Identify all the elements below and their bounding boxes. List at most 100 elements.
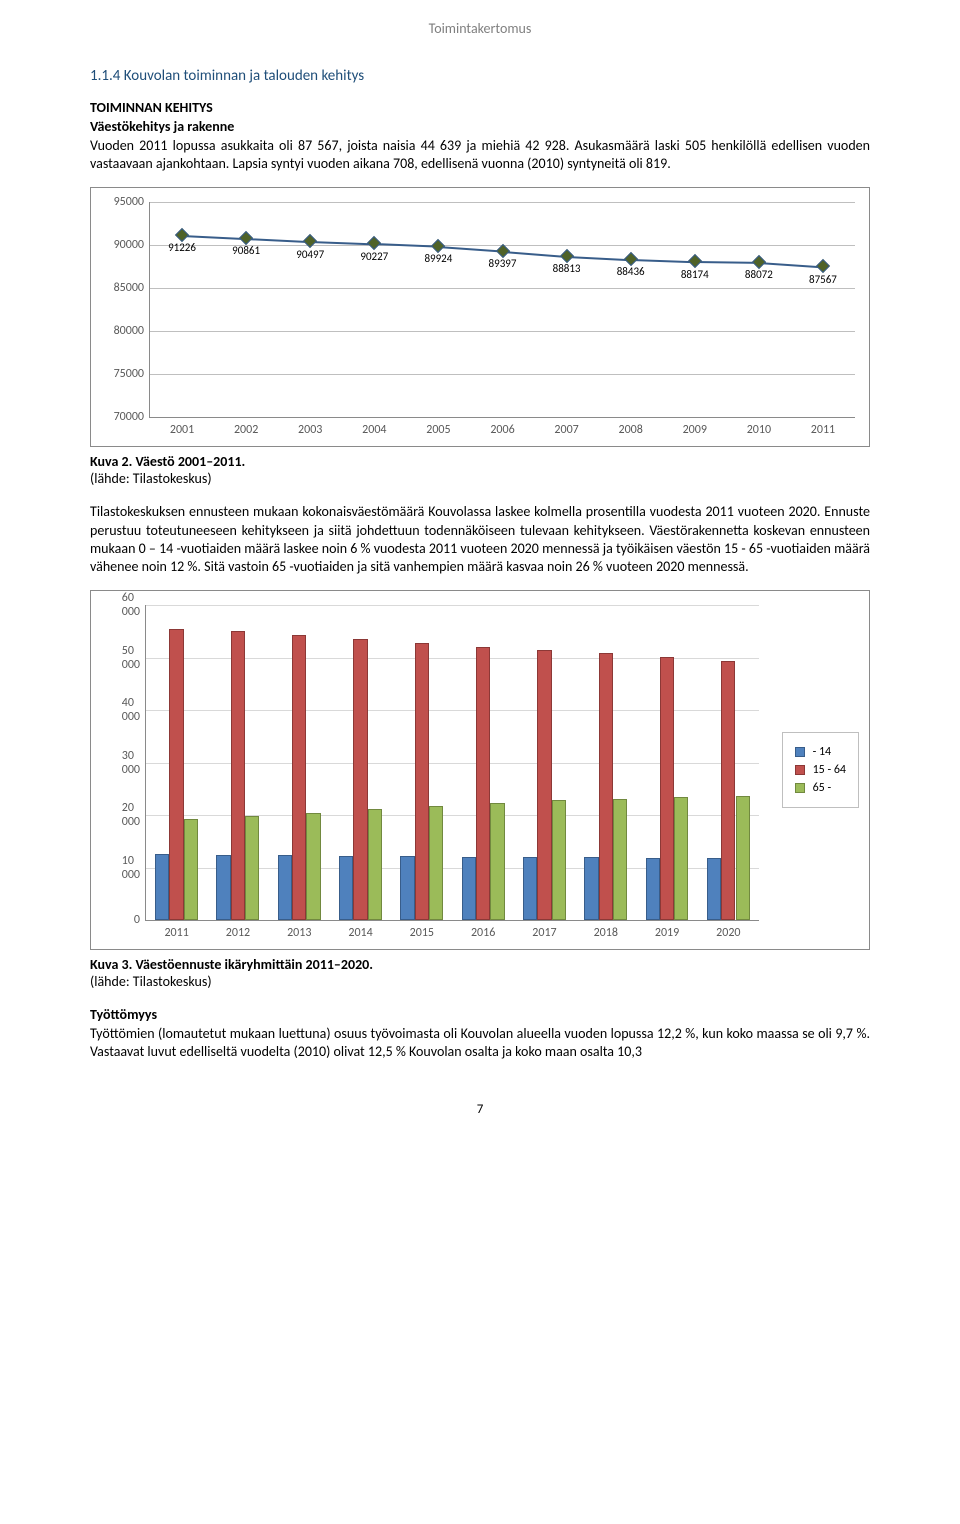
chart2-xtick-label: 2018	[594, 920, 618, 940]
chart2-xtick-label: 2016	[471, 920, 495, 940]
chart2-xtick-label: 2012	[226, 920, 250, 940]
chart1-data-label: 90227	[360, 250, 388, 263]
chart1-xtick-label: 2009	[683, 417, 707, 437]
chart1-data-marker	[688, 254, 702, 268]
chart2-bar	[306, 813, 320, 920]
chart1-xtick-label: 2010	[747, 417, 771, 437]
subheading-tyottomyys: Työttömyys	[90, 1006, 870, 1023]
paragraph-3: Työttömien (lomautetut mukaan luettuna) …	[90, 1025, 870, 1061]
chart-population-forecast-bar: 010 00020 00030 00040 00050 00060 000201…	[90, 590, 870, 950]
chart1-xtick-label: 2005	[426, 417, 450, 437]
chart1-ytick-label: 70000	[114, 410, 150, 424]
chart2-bar	[231, 631, 245, 920]
chart2-bar	[169, 629, 183, 920]
legend-item: 15 - 64	[795, 763, 846, 777]
chart2-bar	[490, 803, 504, 920]
chart2-bar	[339, 856, 353, 921]
chart2-ytick-label: 30 000	[122, 749, 146, 777]
chart2-bar	[216, 855, 230, 921]
chart1-xtick-label: 2008	[619, 417, 643, 437]
chart2-bar	[707, 858, 721, 920]
chart1-data-marker	[431, 239, 445, 253]
chart-population-line: 7000075000800008500090000950002001200220…	[90, 187, 870, 447]
chart2-xtick-label: 2017	[532, 920, 556, 940]
source-kuva2: (lähde: Tilastokeskus)	[90, 470, 870, 487]
source-kuva3: (lähde: Tilastokeskus)	[90, 973, 870, 990]
chart1-data-label: 88813	[553, 262, 581, 275]
chart2-bar	[552, 800, 566, 920]
paragraph-1: Vuoden 2011 lopussa asukkaita oli 87 567…	[90, 137, 870, 173]
legend-item: - 14	[795, 745, 846, 759]
chart2-bar	[155, 854, 169, 920]
chart1-data-label: 91226	[168, 241, 196, 254]
chart2-bar	[400, 856, 414, 920]
chart1-data-label: 87567	[809, 273, 837, 286]
chart2-ytick-label: 50 000	[122, 644, 146, 672]
chart2-bar	[736, 796, 750, 920]
chart2-bar	[660, 657, 674, 921]
caption-kuva3: Kuva 3. Väestöennuste ikäryhmittäin 2011…	[90, 956, 870, 973]
legend-swatch	[795, 747, 805, 757]
chart2-bar	[613, 799, 627, 920]
heading-toiminnan-kehitys: TOIMINNAN KEHITYS	[90, 99, 870, 116]
legend-swatch	[795, 783, 805, 793]
paragraph-2: Tilastokeskuksen ennusteen mukaan kokona…	[90, 503, 870, 576]
chart1-xtick-label: 2001	[170, 417, 194, 437]
chart1-data-marker	[816, 259, 830, 273]
chart1-data-label: 88072	[745, 268, 773, 281]
chart2-bar	[674, 797, 688, 920]
chart2-xtick-label: 2011	[164, 920, 188, 940]
chart1-data-marker	[367, 236, 381, 250]
legend-item: 65 -	[795, 781, 846, 795]
caption-kuva2: Kuva 2. Väestö 2001–2011.	[90, 453, 870, 470]
page-number: 7	[90, 1102, 870, 1117]
chart1-xtick-label: 2004	[362, 417, 386, 437]
chart1-data-marker	[175, 228, 189, 242]
chart1-data-label: 88436	[617, 265, 645, 278]
chart2-xtick-label: 2015	[410, 920, 434, 940]
chart2-xtick-label: 2019	[655, 920, 679, 940]
chart2-xtick-label: 2020	[716, 920, 740, 940]
chart1-data-label: 90497	[296, 248, 324, 261]
chart2-bar	[462, 857, 476, 921]
chart1-xtick-label: 2002	[234, 417, 258, 437]
chart1-data-label: 90861	[232, 244, 260, 257]
chart2-bar	[429, 806, 443, 920]
section-title: 1.1.4 Kouvolan toiminnan ja talouden keh…	[90, 67, 870, 85]
chart1-data-label: 88174	[681, 268, 709, 281]
chart1-ytick-label: 75000	[114, 367, 150, 381]
chart1-xtick-label: 2011	[811, 417, 835, 437]
chart1-data-marker	[624, 252, 638, 266]
chart2-ytick-label: 20 000	[122, 801, 146, 829]
legend-swatch	[795, 765, 805, 775]
chart1-ytick-label: 90000	[114, 238, 150, 252]
chart2-xtick-label: 2014	[348, 920, 372, 940]
legend-label: 15 - 64	[813, 763, 846, 777]
chart1-xtick-label: 2006	[490, 417, 514, 437]
legend-label: - 14	[813, 745, 832, 759]
subheading-vaestokehitys: Väestökehitys ja rakenne	[90, 118, 870, 135]
chart2-bar	[415, 643, 429, 920]
chart2-bar	[245, 816, 259, 920]
chart1-xtick-label: 2003	[298, 417, 322, 437]
chart2-bar	[537, 650, 551, 920]
chart2-bar	[292, 635, 306, 920]
chart2-bar	[278, 855, 292, 920]
chart1-data-marker	[239, 231, 253, 245]
chart2-bar	[584, 857, 598, 920]
chart2-xtick-label: 2013	[287, 920, 311, 940]
chart1-ytick-label: 80000	[114, 324, 150, 338]
chart2-bar	[184, 819, 198, 920]
chart1-data-label: 89924	[424, 252, 452, 265]
chart1-data-marker	[752, 255, 766, 269]
chart2-bar	[599, 653, 613, 920]
chart2-bar	[476, 647, 490, 921]
chart1-ytick-label: 95000	[114, 195, 150, 209]
chart2-bar	[721, 661, 735, 920]
legend-label: 65 -	[813, 781, 832, 795]
chart2-ytick-label: 0	[134, 913, 146, 927]
chart2-ytick-label: 40 000	[122, 696, 146, 724]
document-header: Toimintakertomus	[90, 20, 870, 37]
chart2-bar	[646, 858, 660, 920]
chart2-ytick-label: 10 000	[122, 854, 146, 882]
